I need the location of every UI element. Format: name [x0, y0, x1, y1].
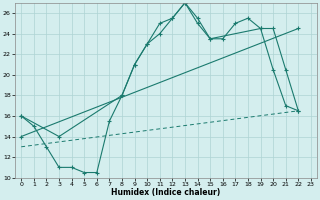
X-axis label: Humidex (Indice chaleur): Humidex (Indice chaleur)	[111, 188, 221, 197]
